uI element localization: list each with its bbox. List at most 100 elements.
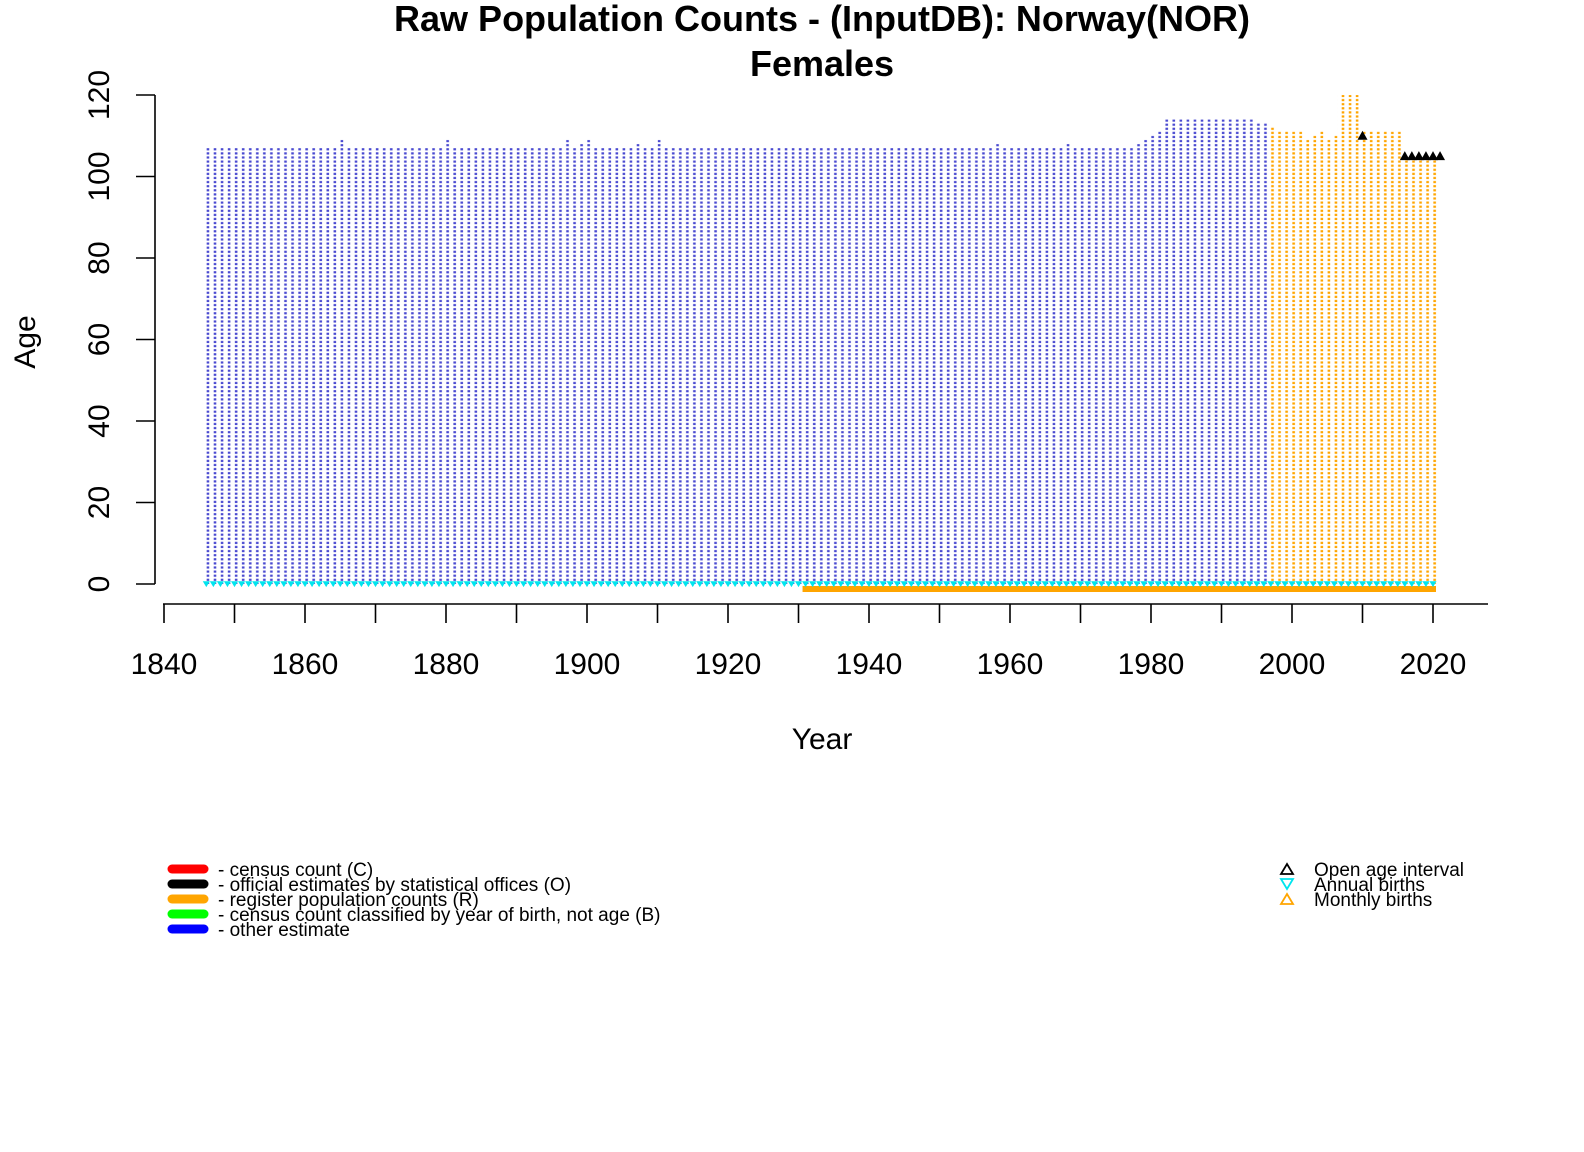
annual-births-marker [1154,581,1162,588]
annual-births-marker [738,581,746,588]
other-estimate-column [731,147,739,584]
annual-births-marker [992,581,1000,588]
annual-births-marker [252,581,260,588]
other-estimate-column [1196,119,1204,584]
y-tick-label: 20 [83,486,116,519]
other-estimate-column [209,147,217,584]
annual-births-marker [1239,581,1247,588]
annual-births-marker [1281,581,1289,588]
open-age-interval-marker [1399,151,1410,161]
annual-births-marker [618,581,626,588]
annual-births-marker [851,581,859,588]
other-estimate-column [428,147,436,584]
other-estimate-column [928,147,936,584]
other-estimate-column [216,147,224,584]
annual-births-marker [597,581,605,588]
other-estimate-column [893,147,901,584]
annual-births-marker [407,581,415,588]
other-estimate-column [364,147,372,584]
y-axis-label: Age [9,315,42,368]
register-count-column [1373,131,1381,585]
other-estimate-column [294,147,302,584]
annual-births-marker [428,581,436,588]
annual-births-marker [245,581,253,588]
annual-births-marker [1126,581,1134,588]
annual-births-marker [1323,581,1331,588]
other-estimate-column [985,147,993,584]
annual-births-marker [1027,581,1035,588]
annual-births-marker [379,581,387,588]
other-estimate-column [978,147,986,584]
annual-births-marker [505,581,513,588]
annual-births-marker [386,581,394,588]
y-tick-label: 0 [83,576,116,593]
annual-births-marker [498,581,506,588]
annual-births-marker [731,581,739,588]
annual-births-marker [350,581,358,588]
annual-births-marker [661,581,669,588]
other-estimate-column [1062,143,1070,584]
other-estimate-column [301,147,309,584]
legend-marker [1279,878,1295,891]
x-tick-label: 2020 [1400,648,1467,681]
annual-births-marker [1232,581,1240,588]
annual-births-marker [308,581,316,588]
other-estimate-column [456,147,464,584]
other-estimate-column [1119,147,1127,584]
y-tick-label: 120 [83,70,116,120]
other-estimate-column [322,147,330,584]
other-estimate-column [513,147,521,584]
annual-births-marker [1295,581,1303,588]
annual-births-marker [879,581,887,588]
y-tick-label: 60 [83,323,116,356]
other-estimate-column [773,147,781,584]
register-count-column [1267,127,1275,584]
other-estimate-column [534,147,542,584]
other-estimate-column [379,147,387,584]
annual-births-marker [710,581,718,588]
annual-births-marker [435,581,443,588]
other-estimate-column [308,147,316,584]
other-estimate-column [900,147,908,584]
annual-births-marker [1253,581,1261,588]
other-estimate-column [1260,123,1268,585]
other-estimate-column [470,147,478,584]
chart-title: Raw Population Counts - (InputDB): Norwa… [394,0,1250,39]
annual-births-marker [1133,581,1141,588]
annual-births-marker [893,581,901,588]
other-estimate-column [357,147,365,584]
open-age-interval-marker [1413,151,1424,161]
annual-births-marker [632,581,640,588]
other-estimate-column [505,147,513,584]
other-estimate-column [527,147,535,584]
annual-births-marker [957,581,965,588]
annual-births-marker [301,581,309,588]
annual-births-marker [724,581,732,588]
other-estimate-column [590,147,598,584]
other-estimate-column [484,147,492,584]
x-tick-label: 1960 [977,648,1044,681]
annual-births-marker [639,581,647,588]
other-estimate-column [872,147,880,584]
open-age-interval-marker [1435,151,1446,161]
other-estimate-column [1239,119,1247,584]
other-estimate-column [837,147,845,584]
y-tick-label: 100 [83,151,116,201]
annual-births-marker [1330,581,1338,588]
annual-births-marker [689,581,697,588]
other-estimate-column [759,147,767,584]
other-estimate-column [273,147,281,584]
other-estimate-column [520,147,528,584]
other-estimate-column [491,147,499,584]
other-estimate-column [1105,147,1113,584]
annual-births-marker [1422,581,1430,588]
annual-births-marker [766,581,774,588]
other-estimate-column [1168,119,1176,584]
other-estimate-column [865,147,873,584]
annual-births-marker [1006,581,1014,588]
annual-births-marker [216,581,224,588]
y-axis: 0 20 40 60 80 100 120 [83,70,156,593]
y-tick-label: 80 [83,241,116,274]
annual-births-marker [646,581,654,588]
annual-births-marker [259,581,267,588]
